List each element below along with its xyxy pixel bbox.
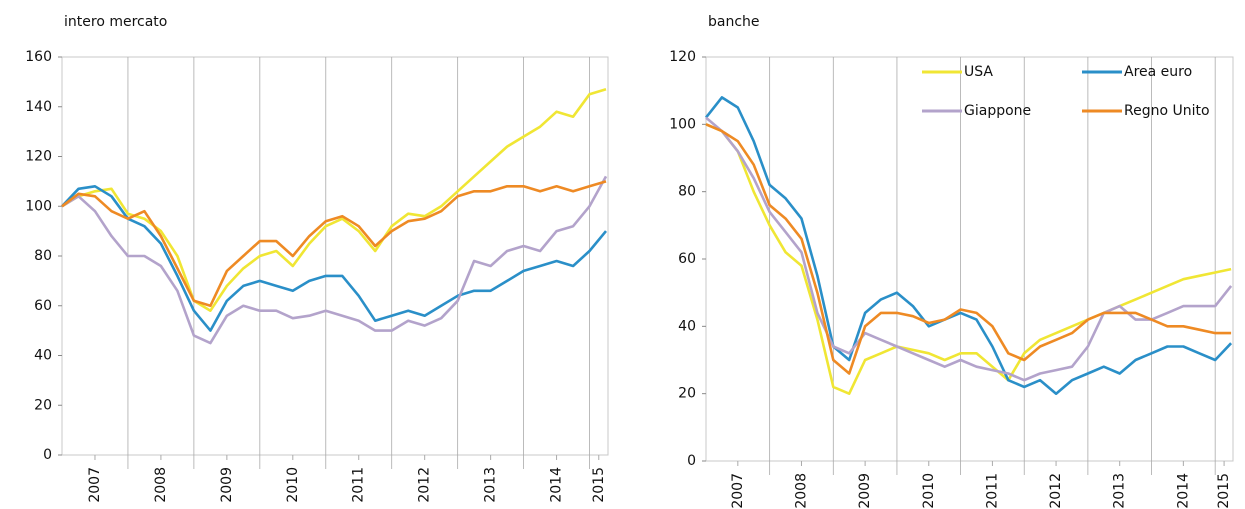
y-tick-label: 100 [25,198,52,214]
y-tick-label: 40 [678,318,696,334]
legend-label: Regno Unito [1124,103,1210,119]
y-tick-label: 80 [34,248,52,264]
y-tick-label: 40 [34,348,52,364]
x-tick-label: 2013 [483,467,499,503]
legend-label: USA [964,64,993,80]
x-tick-label: 2009 [857,473,873,509]
y-tick-label: 140 [25,99,52,115]
x-tick-label: 2008 [793,473,809,509]
series-line [705,123,1232,375]
x-tick-label: 2010 [921,473,937,509]
y-tick-label: 120 [25,149,52,165]
y-tick-label: 100 [669,116,696,132]
x-tick-label: 2014 [549,467,565,503]
legend-label: Area euro [1124,64,1192,80]
series-line [61,185,608,332]
x-tick-label: 2011 [984,473,1000,509]
series-line [705,123,1232,395]
series-line [61,175,608,345]
x-tick-label: 2012 [1048,473,1064,509]
chart-title: banche [708,14,760,30]
y-tick-label: 60 [34,298,52,314]
x-tick-label: 2015 [591,467,607,503]
y-tick-label: 20 [678,386,696,402]
x-tick-label: 2010 [285,467,301,503]
y-tick-label: 80 [678,184,696,200]
x-tick-label: 2007 [730,473,746,509]
x-tick-label: 2009 [219,467,235,503]
y-tick-label: 120 [669,49,696,65]
chart-title: intero mercato [64,14,167,30]
y-tick-label: 160 [25,49,52,65]
series-line [704,96,1233,395]
x-tick-label: 2014 [1175,473,1191,509]
x-tick-label: 2012 [417,467,433,503]
x-tick-label: 2008 [153,467,169,503]
x-tick-label: 2007 [87,467,103,503]
y-tick-label: 60 [678,251,696,267]
x-tick-label: 2011 [351,467,367,503]
legend-label: Giappone [964,103,1031,119]
series-line [61,88,607,312]
x-tick-label: 2015 [1216,473,1232,509]
series-line [61,180,607,308]
y-tick-label: 20 [34,397,52,413]
y-tick-label: 0 [687,453,696,469]
y-tick-label: 0 [43,447,52,463]
series-line [705,116,1233,382]
x-tick-label: 2013 [1112,473,1128,509]
